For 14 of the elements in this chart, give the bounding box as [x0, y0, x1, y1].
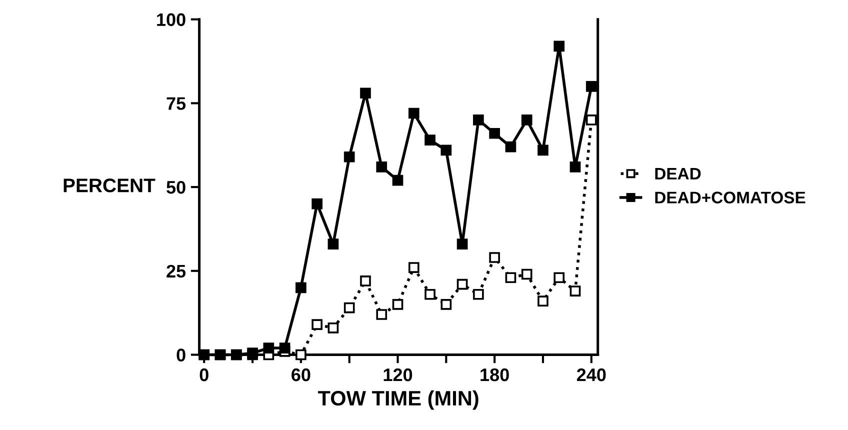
x-tick-label: 60: [292, 368, 310, 382]
x-tick-label: 240: [576, 368, 606, 382]
y-tick-label: 0: [176, 348, 186, 362]
x-tick-label: 180: [480, 368, 509, 382]
y-tick-label: 25: [166, 264, 186, 278]
y-axis-title: PERCENT: [64, 178, 156, 192]
y-tick-label: 50: [166, 180, 186, 194]
y-tick-label: 100: [157, 13, 186, 26]
y-tick-label: 75: [166, 97, 186, 110]
x-tick-label: 120: [384, 368, 412, 382]
legend-label: DEAD+COMATOSE: [655, 192, 806, 204]
legend-label: DEAD: [655, 168, 701, 180]
x-axis-title: TOW TIME (MIN): [318, 390, 478, 410]
x-tick-label: 0: [200, 368, 208, 382]
